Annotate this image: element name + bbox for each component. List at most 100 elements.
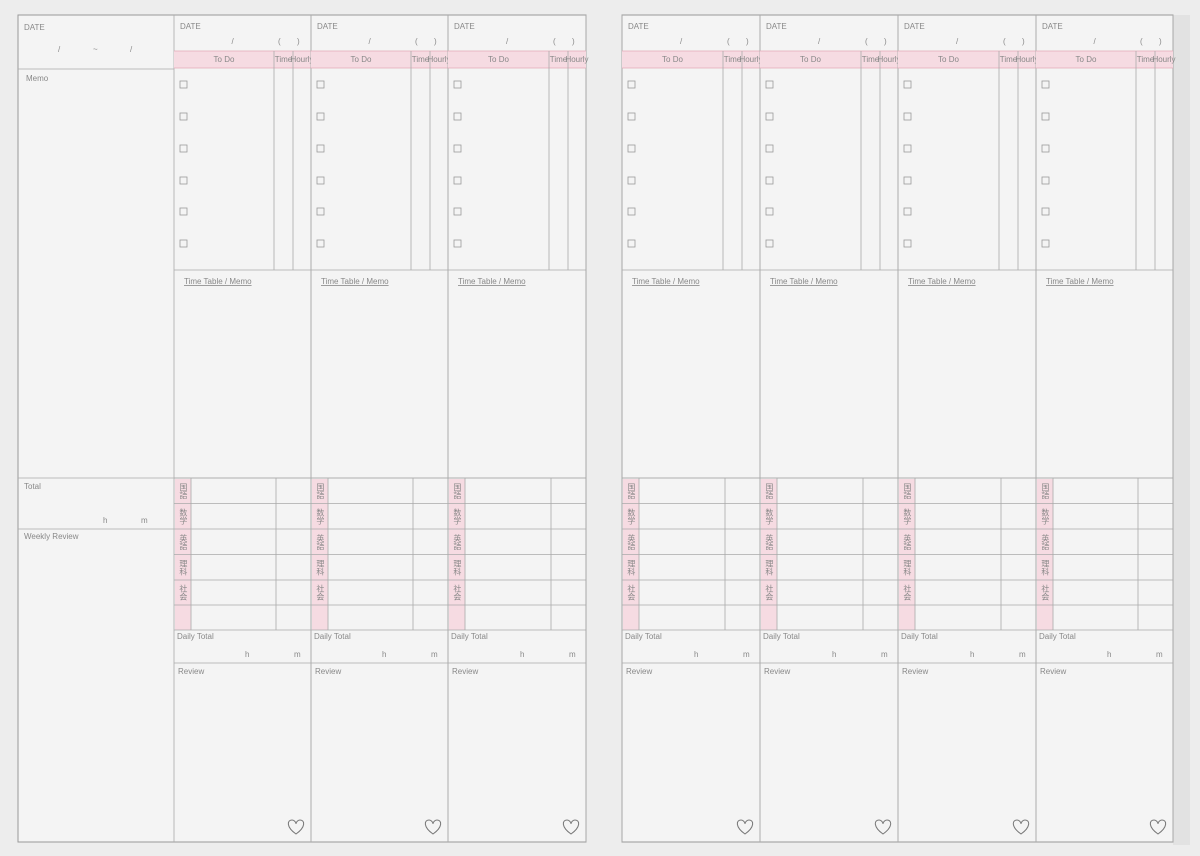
hour-unit: h — [694, 650, 698, 659]
paren-close: ) — [1159, 37, 1162, 46]
checkbox — [1041, 80, 1050, 89]
date-label: DATE — [904, 22, 925, 31]
checkbox — [316, 80, 325, 89]
date-slash: / — [1094, 37, 1097, 46]
checkbox — [903, 112, 912, 121]
time-label: Time — [550, 55, 568, 64]
todo-header — [622, 51, 760, 68]
subject-label: 国語 — [453, 483, 462, 500]
time-label: Time — [412, 55, 430, 64]
time-label: Time — [862, 55, 880, 64]
checkbox — [765, 112, 774, 121]
review-label: Review — [626, 667, 652, 676]
checkbox — [179, 207, 188, 216]
checkbox — [627, 112, 636, 121]
time-label: Time — [1000, 55, 1018, 64]
subject-label: 理科 — [1041, 559, 1050, 576]
heart-icon — [1149, 819, 1167, 835]
review-label: Review — [764, 667, 790, 676]
checkbox — [765, 239, 774, 248]
subject-label: 理科 — [453, 559, 462, 576]
subject-label: 国語 — [765, 483, 774, 500]
hourly-label: Hourly — [739, 55, 762, 64]
daily-total-label: Daily Total — [1039, 632, 1076, 641]
checkbox — [1041, 112, 1050, 121]
checkbox — [627, 176, 636, 185]
date-slash: / — [369, 37, 372, 46]
checkbox — [1041, 176, 1050, 185]
checkbox — [453, 176, 462, 185]
checkbox — [453, 80, 462, 89]
checkbox — [627, 144, 636, 153]
heart-icon — [562, 819, 580, 835]
todo-label: To Do — [662, 55, 683, 64]
minute-unit: m — [294, 650, 301, 659]
minute-unit: m — [141, 516, 148, 525]
checkbox — [316, 176, 325, 185]
heart-icon — [287, 819, 305, 835]
subject-label: 数学 — [903, 507, 912, 524]
paren-open: ( — [865, 37, 868, 46]
date-slash: / — [58, 45, 61, 54]
left-page — [17, 14, 587, 843]
todo-header — [898, 51, 1036, 68]
paren-open: ( — [727, 37, 730, 46]
subject-label: 理科 — [627, 559, 636, 576]
checkbox — [765, 207, 774, 216]
todo-label: To Do — [351, 55, 372, 64]
subject-label: 英語 — [179, 533, 188, 551]
heart-icon — [424, 819, 442, 835]
subject-label: 数学 — [1041, 507, 1050, 524]
right-page — [621, 14, 1174, 843]
paren-open: ( — [415, 37, 418, 46]
hour-unit: h — [970, 650, 974, 659]
paren-open: ( — [553, 37, 556, 46]
checkbox — [903, 239, 912, 248]
paren-close: ) — [884, 37, 887, 46]
subject-label: 社会 — [453, 584, 462, 602]
review-label: Review — [315, 667, 341, 676]
daily-total-label: Daily Total — [314, 632, 351, 641]
heart-icon — [874, 819, 892, 835]
timetable-label: Time Table / Memo — [632, 277, 700, 286]
subject-label: 社会 — [1041, 584, 1050, 602]
todo-label: To Do — [800, 55, 821, 64]
subject-label: 社会 — [316, 584, 325, 602]
paren-close: ) — [297, 37, 300, 46]
subject-label: 数学 — [453, 507, 462, 524]
date-slash: / — [818, 37, 821, 46]
paren-close: ) — [1022, 37, 1025, 46]
date-slash: / — [680, 37, 683, 46]
checkbox — [179, 176, 188, 185]
todo-header — [311, 51, 448, 68]
checkbox — [453, 144, 462, 153]
date-label: DATE — [1042, 22, 1063, 31]
review-label: Review — [178, 667, 204, 676]
date-label: DATE — [454, 22, 475, 31]
date-slash: / — [232, 37, 235, 46]
hour-unit: h — [1107, 650, 1111, 659]
subject-label: 社会 — [627, 584, 636, 602]
checkbox — [1041, 144, 1050, 153]
checkbox — [453, 239, 462, 248]
todo-header — [760, 51, 898, 68]
daily-total-label: Daily Total — [763, 632, 800, 641]
checkbox — [765, 80, 774, 89]
checkbox — [179, 144, 188, 153]
todo-header — [174, 51, 311, 68]
subject-label: 理科 — [179, 559, 188, 576]
subject-label: 英語 — [1041, 533, 1050, 551]
time-label: Time — [275, 55, 293, 64]
checkbox — [179, 80, 188, 89]
heart-icon — [736, 819, 754, 835]
minute-unit: m — [881, 650, 888, 659]
checkbox — [627, 80, 636, 89]
paren-open: ( — [278, 37, 281, 46]
time-label: Time — [724, 55, 742, 64]
checkbox — [903, 207, 912, 216]
daily-total-label: Daily Total — [451, 632, 488, 641]
checkbox — [765, 176, 774, 185]
subject-label: 数学 — [179, 507, 188, 524]
